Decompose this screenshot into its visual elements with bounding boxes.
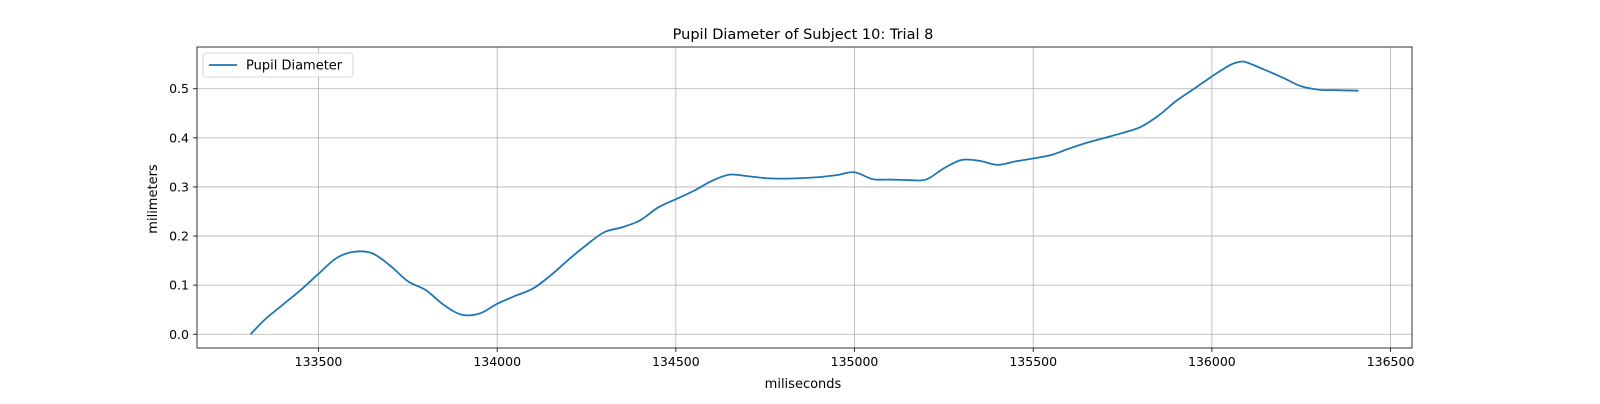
legend-label: Pupil Diameter (246, 59, 343, 74)
y-tick-label: 0.2 (169, 229, 189, 244)
series-line-pupil-diameter (249, 60, 1359, 335)
y-tick-label: 0.0 (169, 327, 189, 342)
series-layer (249, 60, 1359, 335)
x-tick-label: 136000 (1188, 354, 1236, 369)
x-tick-label: 135500 (1009, 354, 1057, 369)
x-tick-label: 134500 (652, 354, 700, 369)
grid-lines (197, 47, 1412, 348)
x-tick-label: 134000 (473, 354, 521, 369)
plot-frame (196, 46, 1413, 349)
tick-layer: 133500 134000 134500 135000 135500 136000 1365… (169, 81, 1414, 369)
y-tick-label: 0.4 (169, 130, 189, 145)
x-tick-label: 135000 (831, 354, 879, 369)
x-tick-label: 136500 (1367, 354, 1415, 369)
x-axis-label: miliseconds (765, 377, 842, 392)
x-tick-label: 133500 (295, 354, 343, 369)
y-tick-label: 0.1 (169, 278, 189, 293)
y-axis-label: milimeters (146, 164, 161, 234)
y-tick-label: 0.3 (169, 179, 189, 194)
legend-box (202, 52, 354, 78)
plot-area (197, 47, 1412, 348)
chart-title: Pupil Diameter of Subject 10: Trial 8 (673, 27, 934, 43)
y-tick-label: 0.5 (169, 81, 189, 96)
legend: Pupil Diameter (202, 52, 354, 78)
